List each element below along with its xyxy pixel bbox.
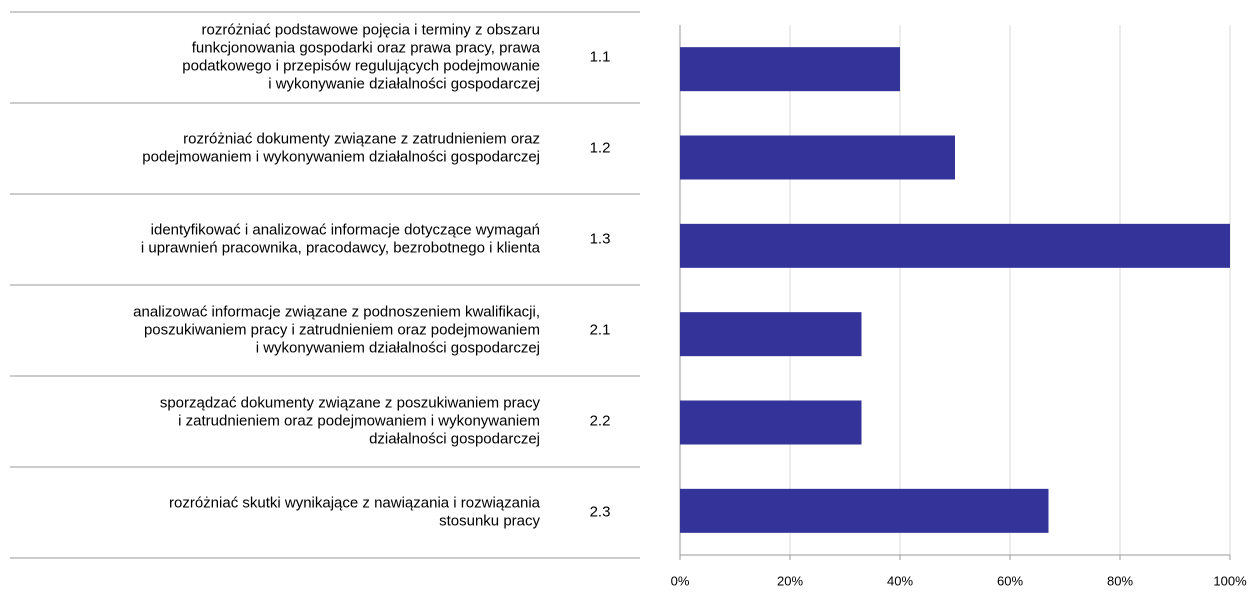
category-code: 2.3 [590,503,611,520]
description-line: funkcjonowania gospodarki oraz prawa pra… [192,39,541,56]
x-tick-label: 60% [997,573,1023,588]
bar [680,223,1230,268]
description-line: rozróżniać dokumenty związane z zatrudni… [183,130,540,147]
x-tick-label: 80% [1107,573,1133,588]
bar [680,47,900,92]
bar [680,488,1049,533]
description-line: działalności gospodarczej [369,430,540,447]
bar [680,135,955,180]
category-code: 1.2 [590,139,611,156]
description-line: podatkowego i przepisów regulujących pod… [182,57,540,74]
category-code: 1.3 [590,230,611,247]
description-line: i uprawnień pracownika, pracodawcy, bezr… [141,239,541,256]
x-tick-label: 40% [887,573,913,588]
description-line: i wykonywaniem działalności gospodarczej [256,339,540,356]
bar [680,400,862,445]
description-line: sporządzać dokumenty związane z poszukiw… [160,394,541,411]
x-tick-label: 20% [777,573,803,588]
bar [680,312,862,357]
category-code: 2.2 [590,412,611,429]
description-line: analizować informacje związane z podnosz… [133,303,540,320]
x-tick-label: 0% [671,573,690,588]
description-line: stosunku pracy [439,512,540,529]
description-line: rozróżniać podstawowe pojęcia i terminy … [202,21,541,38]
description-line: rozróżniać skutki wynikające z nawiązani… [169,494,541,511]
x-tick-label: 100% [1213,573,1247,588]
description-line: identyfikować i analizować informacje do… [151,221,540,238]
description-line: podejmowaniem i wykonywaniem działalnośc… [142,148,540,165]
category-code: 1.1 [590,48,611,65]
description-line: poszukiwaniem pracy i zatrudnieniem oraz… [144,321,540,338]
description-line: i wykonywanie działalności gospodarczej [268,75,540,92]
description-line: i zatrudnieniem oraz podejmowaniem i wyk… [178,412,540,429]
category-code: 2.1 [590,321,611,338]
